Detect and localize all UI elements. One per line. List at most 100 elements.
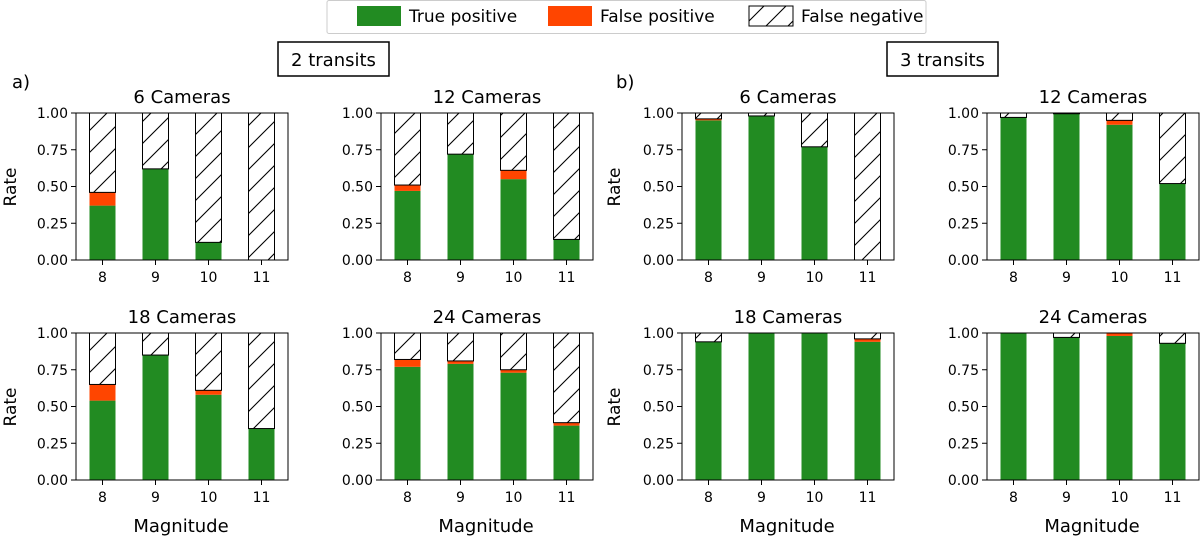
y-tick-label: 0.50	[342, 180, 373, 196]
bar-true-positive	[1053, 113, 1080, 260]
subplot-title: 6 Cameras	[739, 87, 836, 108]
x-axis-label: Magnitude	[1044, 516, 1139, 537]
bar-true-positive	[142, 355, 169, 480]
x-tick-label: 10	[806, 490, 824, 506]
bar-false-negative	[1159, 332, 1186, 344]
bar-false-negative	[195, 332, 222, 391]
y-tick-label: 0.75	[342, 363, 373, 379]
x-tick-label: 9	[456, 270, 465, 286]
y-tick-label: 0.25	[342, 436, 373, 452]
bar-false-positive	[89, 384, 116, 401]
x-tick-label: 8	[704, 490, 713, 506]
y-axis-label: Rate	[605, 168, 625, 207]
bar-true-positive	[1159, 183, 1186, 260]
bar-false-positive	[695, 118, 722, 121]
subplot-title: 24 Cameras	[1039, 307, 1148, 328]
bar-true-positive	[695, 120, 722, 260]
bar-false-negative	[500, 332, 527, 371]
y-tick-label: 0.75	[643, 363, 674, 379]
bar-false-negative	[1000, 112, 1027, 118]
y-tick-label: 1.00	[948, 106, 979, 122]
x-tick-label: 11	[859, 490, 877, 506]
subplot-title: 18 Cameras	[734, 307, 843, 328]
y-tick-label: 0.00	[948, 253, 979, 269]
bar-false-negative	[801, 112, 828, 148]
x-tick-label: 9	[151, 270, 160, 286]
subplot-title: 12 Cameras	[433, 87, 542, 108]
x-tick-label: 10	[505, 490, 523, 506]
bar-false-negative	[695, 112, 722, 120]
x-tick-label: 11	[859, 270, 877, 286]
y-tick-label: 0.50	[37, 400, 68, 416]
y-tick-label: 1.00	[37, 326, 68, 342]
y-tick-label: 0.00	[37, 253, 68, 269]
y-tick-label: 0.75	[643, 143, 674, 159]
bar-false-positive	[553, 422, 580, 426]
x-tick-label: 10	[505, 270, 523, 286]
bar-false-negative	[248, 112, 275, 261]
y-tick-label: 0.50	[342, 400, 373, 416]
bar-true-positive	[248, 428, 275, 480]
bar-false-positive	[1106, 120, 1133, 125]
bar-false-negative	[553, 112, 580, 240]
x-tick-label: 8	[98, 490, 107, 506]
x-axis-label: Magnitude	[438, 516, 533, 537]
bar-true-positive	[1000, 117, 1027, 260]
bar-false-positive	[195, 390, 222, 395]
legend-label-tp: True positive	[408, 7, 517, 27]
x-tick-label: 10	[200, 270, 218, 286]
bar-false-negative	[1106, 112, 1133, 121]
subplot-title: 6 Cameras	[133, 87, 230, 108]
y-tick-label: 0.00	[643, 473, 674, 489]
x-tick-label: 10	[200, 490, 218, 506]
y-tick-label: 0.75	[342, 143, 373, 159]
x-tick-label: 11	[558, 270, 576, 286]
bar-true-positive	[748, 115, 775, 260]
x-tick-label: 8	[403, 490, 412, 506]
bar-true-positive	[394, 190, 421, 260]
bar-false-negative	[394, 112, 421, 186]
subplots: 6 Cameras 0.00 0.25 0.50 0.75 1.00 8 9 10 11 12 Ca…	[37, 87, 1200, 506]
group-title-text: 3 transits	[900, 50, 985, 71]
bar-true-positive	[801, 333, 828, 480]
bar-false-negative	[89, 332, 116, 385]
y-tick-label: 0.25	[643, 436, 674, 452]
subplot-title: 12 Cameras	[1039, 87, 1148, 108]
x-tick-label: 11	[253, 270, 271, 286]
bar-false-negative	[1159, 112, 1186, 185]
bar-true-positive	[142, 168, 169, 260]
legend-swatch-tp	[357, 6, 401, 26]
bar-true-positive	[1000, 333, 1027, 480]
x-tick-label: 9	[1062, 490, 1071, 506]
subplot-3-transits-18-cameras: 18 Cameras 0.00 0.25 0.50 0.75 1.00 8 9 10 11	[643, 307, 895, 506]
bar-false-negative	[447, 112, 474, 155]
y-tick-label: 0.50	[948, 400, 979, 416]
x-tick-label: 11	[1164, 490, 1182, 506]
subplot-2-transits-12-cameras: 12 Cameras 0.00 0.25 0.50 0.75 1.00 8 9 10 11	[342, 87, 594, 286]
legend-label-fp: False positive	[600, 7, 715, 27]
bar-false-negative	[1053, 332, 1080, 338]
bar-false-positive	[394, 185, 421, 191]
y-tick-label: 0.50	[643, 180, 674, 196]
y-axis-label: Rate	[605, 388, 625, 427]
subplot-title: 18 Cameras	[128, 307, 237, 328]
y-tick-label: 0.00	[342, 253, 373, 269]
bar-false-negative	[447, 332, 474, 362]
bar-false-positive	[854, 338, 881, 342]
group-title-2-transits: 2 transits	[277, 41, 390, 77]
y-tick-label: 0.50	[948, 180, 979, 196]
y-tick-label: 1.00	[643, 326, 674, 342]
y-tick-label: 1.00	[37, 106, 68, 122]
bar-false-positive	[394, 359, 421, 367]
bar-true-positive	[695, 341, 722, 480]
x-tick-label: 8	[1009, 270, 1018, 286]
x-tick-label: 11	[1164, 270, 1182, 286]
bar-false-positive	[500, 369, 527, 373]
bar-false-negative	[553, 332, 580, 424]
x-tick-label: 9	[151, 490, 160, 506]
subplot-3-transits-6-cameras: 6 Cameras 0.00 0.25 0.50 0.75 1.00 8 9 10 11	[643, 87, 895, 286]
bar-true-positive	[447, 363, 474, 480]
y-tick-label: 0.75	[948, 363, 979, 379]
y-axis-label: Rate	[1, 388, 21, 427]
y-tick-label: 0.25	[37, 216, 68, 232]
